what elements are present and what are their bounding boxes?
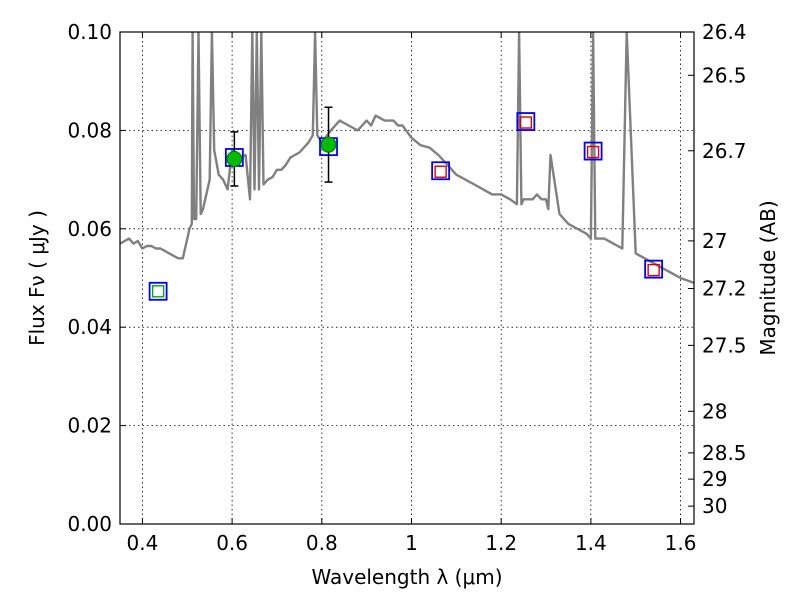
mag-tick-label: 26.5 xyxy=(702,63,747,87)
mag-tick-label: 28 xyxy=(702,399,727,423)
x-tick-label: 0.8 xyxy=(306,531,338,555)
model-photometry-square xyxy=(644,259,664,279)
grid xyxy=(120,32,694,524)
y-tick-label: 0.02 xyxy=(67,414,112,438)
mag-tick-label: 26.4 xyxy=(702,20,747,44)
model-photometry-square xyxy=(583,141,603,161)
x-tick-label: 1.2 xyxy=(485,531,517,555)
upper-limit-square xyxy=(586,145,600,159)
mag-tick-label: 27 xyxy=(702,229,727,253)
mag-tick-label: 27.5 xyxy=(702,333,747,357)
upper-limit-square xyxy=(434,165,447,178)
mag-tick-label: 29 xyxy=(702,467,727,491)
model-photometry-square xyxy=(148,281,168,301)
y-tick-label: 0.06 xyxy=(67,217,112,241)
upper-limit-square xyxy=(519,116,533,129)
plot-area xyxy=(120,32,694,285)
model-photometry-square xyxy=(516,112,536,131)
y-tick-label: 0.00 xyxy=(67,512,112,536)
y-tick-label: 0.10 xyxy=(67,20,112,44)
x-tick-label: 1 xyxy=(405,531,418,555)
y2-axis-label: Magnitude (AB) xyxy=(756,200,780,355)
y-tick-label: 0.04 xyxy=(67,315,112,339)
x-tick-label: 0.6 xyxy=(216,531,248,555)
x-axis-label: Wavelength λ (μm) xyxy=(311,565,502,589)
y-axis-label: Flux Fν ( μJy ) xyxy=(25,210,49,346)
mag-tick-label: 28.5 xyxy=(702,441,747,465)
plot-frame xyxy=(119,31,695,525)
x-tick-label: 1.4 xyxy=(575,531,607,555)
axis-ticks: 0.4 0.6 0.8 1 1.2 1.4 1.6 0.00 0.02 0.04 0.06 0.08 0… xyxy=(67,20,746,555)
model-photometry-square xyxy=(431,161,451,181)
x-tick-label: 1.6 xyxy=(665,531,697,555)
mag-tick-label: 26.7 xyxy=(702,139,747,163)
x-tick-label: 0.4 xyxy=(127,531,159,555)
model-sed-line xyxy=(120,32,694,285)
y-tick-label: 0.08 xyxy=(67,118,112,142)
upper-limit-square xyxy=(151,285,165,298)
upper-limit-square xyxy=(647,263,660,277)
data-markers xyxy=(148,106,664,301)
detection-point xyxy=(320,136,337,153)
mag-tick-label: 30 xyxy=(702,494,727,518)
mag-tick-label: 27.2 xyxy=(702,277,747,301)
detection-point xyxy=(226,150,243,167)
